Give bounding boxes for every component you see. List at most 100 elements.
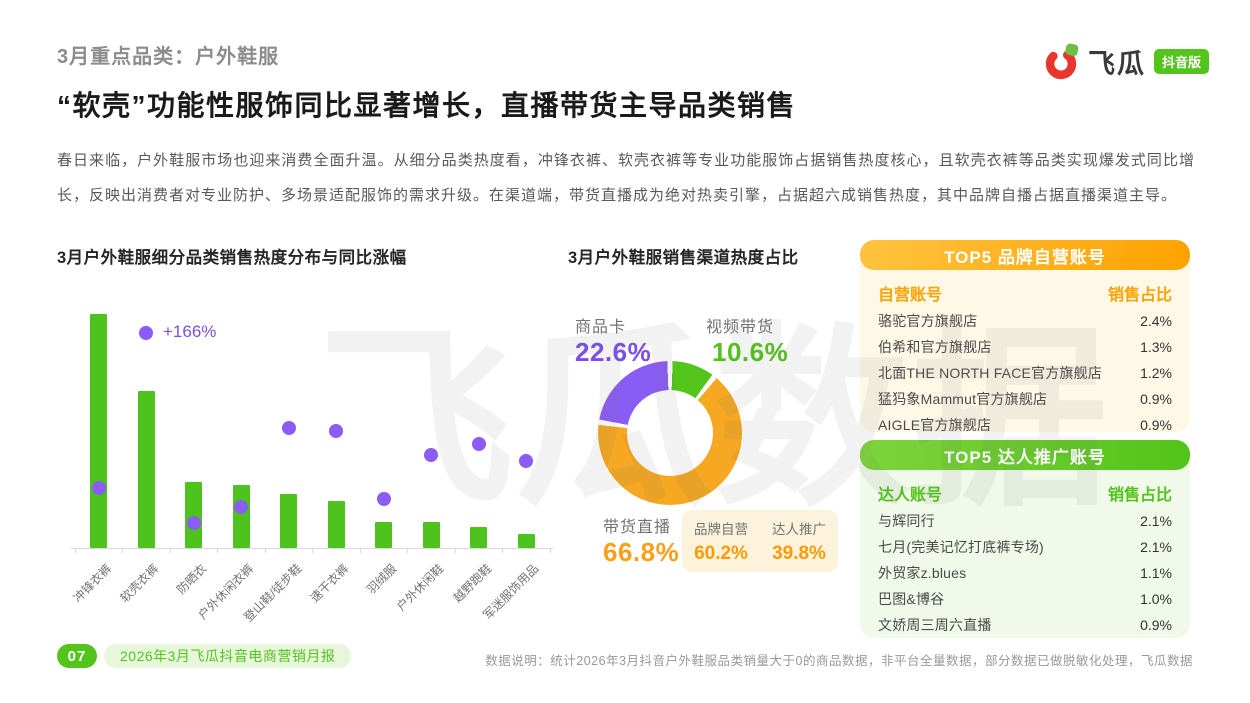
heat-bar xyxy=(517,533,535,548)
brand-table-rows: 骆驼官方旗舰店 2.4% 伯希和官方旗舰店 1.3% 北面THE NORTH FACE官… xyxy=(878,308,1172,438)
logo-wordmark: 飞瓜 xyxy=(1088,49,1146,79)
sales-share: 0.9% xyxy=(1140,417,1172,433)
breakdown-value: 60.2% xyxy=(694,542,748,564)
table-row: 与辉同行 2.1% xyxy=(878,508,1172,534)
heat-bar xyxy=(232,484,250,548)
x-axis-line xyxy=(71,548,553,549)
talent-table-rows: 与辉同行 2.1% 七月(完美记忆打底裤专场) 2.1% 外贸家z.blues 1.1% 巴… xyxy=(878,508,1172,638)
heat-bar xyxy=(470,526,487,548)
axis-tick xyxy=(264,548,266,553)
intro-paragraph: 春日来临，户外鞋服市场也迎来消费全面升温。从细分品类热度看，冲锋衣裤、软壳衣裤等… xyxy=(57,152,1195,204)
axis-tick xyxy=(312,548,314,553)
axis-tick xyxy=(122,548,124,553)
donut-ring xyxy=(598,361,742,505)
yoy-dot xyxy=(519,454,533,469)
segment-value-live: 66.8% xyxy=(603,537,680,567)
account-name: 文娇周三周六直播 xyxy=(878,617,992,633)
x-axis-label: 登山鞋/徒步鞋 xyxy=(240,561,304,625)
yoy-dot xyxy=(234,499,248,514)
talent-table-head: 达人账号 销售占比 xyxy=(878,478,1172,508)
yoy-dot xyxy=(186,516,201,531)
bar-chart: +166% 冲锋衣裤 软壳衣裤 防晒衣 户外休闲衣裤 登山鞋/徒步鞋 速干衣裤 羽绒服 户外休… xyxy=(57,300,577,635)
table-row: 巴图&博谷 1.0% xyxy=(878,586,1172,612)
report-name-pill: 2026年3月飞瓜抖音电商营销月报 xyxy=(104,644,352,668)
table-row: 文娇周三周六直播 0.9% xyxy=(878,612,1172,638)
segment-label-video: 视频带货 xyxy=(706,319,775,336)
table-row: 外贸家z.blues 1.1% xyxy=(878,560,1172,586)
donut-hole xyxy=(627,390,713,476)
data-note: 数据说明：统计2026年3月抖音户外鞋服品类销量大于0的商品数据，非平台全量数据… xyxy=(485,654,1193,668)
heat-bar xyxy=(422,522,440,548)
sales-share: 2.1% xyxy=(1140,539,1172,555)
breakdown-label: 达人推广 xyxy=(772,521,826,537)
yoy-dot xyxy=(139,326,153,340)
x-axis-label: 冲锋衣裤 xyxy=(69,561,114,606)
table-row: 伯希和官方旗舰店 1.3% xyxy=(878,334,1172,360)
x-axis-label: 羽绒服 xyxy=(363,561,399,597)
axis-tick xyxy=(169,548,171,553)
x-axis-label: 速干衣裤 xyxy=(307,561,352,606)
col-share-label: 销售占比 xyxy=(1107,487,1172,504)
x-axis-label: 户外休闲鞋 xyxy=(393,561,447,614)
top5-brand-card: TOP5 品牌自营账号 自营账号 销售占比 骆驼官方旗舰店 2.4% 伯希和官方旗舰… xyxy=(860,240,1190,433)
axis-tick xyxy=(502,548,504,553)
sales-share: 2.1% xyxy=(1140,513,1172,529)
table-row: AIGLE官方旗舰店 0.9% xyxy=(878,412,1172,438)
x-axis-label: 户外休闲衣裤 xyxy=(195,561,257,623)
breakdown-label: 品牌自营 xyxy=(694,521,748,537)
x-axis-label: 军迷服饰用品 xyxy=(480,561,542,623)
account-name: 猛犸象Mammut官方旗舰店 xyxy=(878,391,1048,407)
sales-share: 1.1% xyxy=(1140,565,1172,581)
brand-table-head: 自营账号 销售占比 xyxy=(878,278,1172,308)
axis-tick xyxy=(217,548,219,553)
yoy-dot xyxy=(376,491,391,506)
top5-talent-header: TOP5 达人推广账号 xyxy=(860,440,1190,470)
col-account-label: 达人账号 xyxy=(878,487,943,504)
axis-tick xyxy=(407,548,409,553)
heat-bar xyxy=(375,522,392,548)
heat-bar xyxy=(90,314,107,548)
yoy-dot xyxy=(424,447,438,462)
account-name: 伯希和官方旗舰店 xyxy=(878,339,992,355)
page-number-badge: 07 xyxy=(57,644,97,668)
top5-talent-card: TOP5 达人推广账号 达人账号 销售占比 与辉同行 2.1% 七月(完美记忆打底裤… xyxy=(860,440,1190,638)
axis-tick xyxy=(359,548,361,553)
axis-tick xyxy=(74,548,76,553)
sales-share: 0.9% xyxy=(1140,617,1172,633)
col-share-label: 销售占比 xyxy=(1107,287,1172,304)
yoy-dot xyxy=(329,424,343,439)
sales-share: 1.2% xyxy=(1140,365,1172,381)
account-name: 巴图&博谷 xyxy=(878,591,945,607)
breakdown-value: 39.8% xyxy=(772,542,826,564)
account-name: 与辉同行 xyxy=(878,513,935,529)
segment-label-goods-card: 商品卡 xyxy=(575,319,627,336)
yoy-dot xyxy=(91,481,106,496)
account-name: 七月(完美记忆打底裤专场) xyxy=(878,539,1044,555)
table-row: 北面THE NORTH FACE官方旗舰店 1.2% xyxy=(878,360,1172,386)
account-name: AIGLE官方旗舰店 xyxy=(878,417,992,433)
x-axis-label: 越野跑鞋 xyxy=(449,561,494,606)
brand-logo: 飞瓜 抖音版 xyxy=(1042,42,1210,81)
table-row: 猛犸象Mammut官方旗舰店 0.9% xyxy=(878,386,1172,412)
heat-bar xyxy=(185,482,202,548)
heat-bar xyxy=(327,501,345,548)
table-row: 七月(完美记忆打底裤专场) 2.1% xyxy=(878,534,1172,560)
segment-value-goods-card: 22.6% xyxy=(575,337,652,367)
bar-chart-title: 3月户外鞋服细分品类销售热度分布与同比涨幅 xyxy=(57,249,407,267)
axis-tick xyxy=(549,548,551,553)
segment-value-video: 10.6% xyxy=(712,337,789,367)
account-name: 骆驼官方旗舰店 xyxy=(878,313,978,329)
feigua-logo-icon xyxy=(1042,43,1080,81)
yoy-dot xyxy=(471,437,486,452)
yoy-dot xyxy=(281,420,296,435)
donut-chart-title: 3月户外鞋服销售渠道热度占比 xyxy=(568,249,799,267)
yoy-highlight-label: +166% xyxy=(163,322,217,341)
account-name: 北面THE NORTH FACE官方旗舰店 xyxy=(878,365,1103,381)
account-name: 外贸家z.blues xyxy=(878,565,967,581)
breakdown-talent: 达人推广 39.8% xyxy=(772,518,826,565)
sales-share: 1.0% xyxy=(1140,591,1172,607)
x-axis-label: 软壳衣裤 xyxy=(117,561,162,606)
table-row: 骆驼官方旗舰店 2.4% xyxy=(878,308,1172,334)
sales-share: 1.3% xyxy=(1140,339,1172,355)
